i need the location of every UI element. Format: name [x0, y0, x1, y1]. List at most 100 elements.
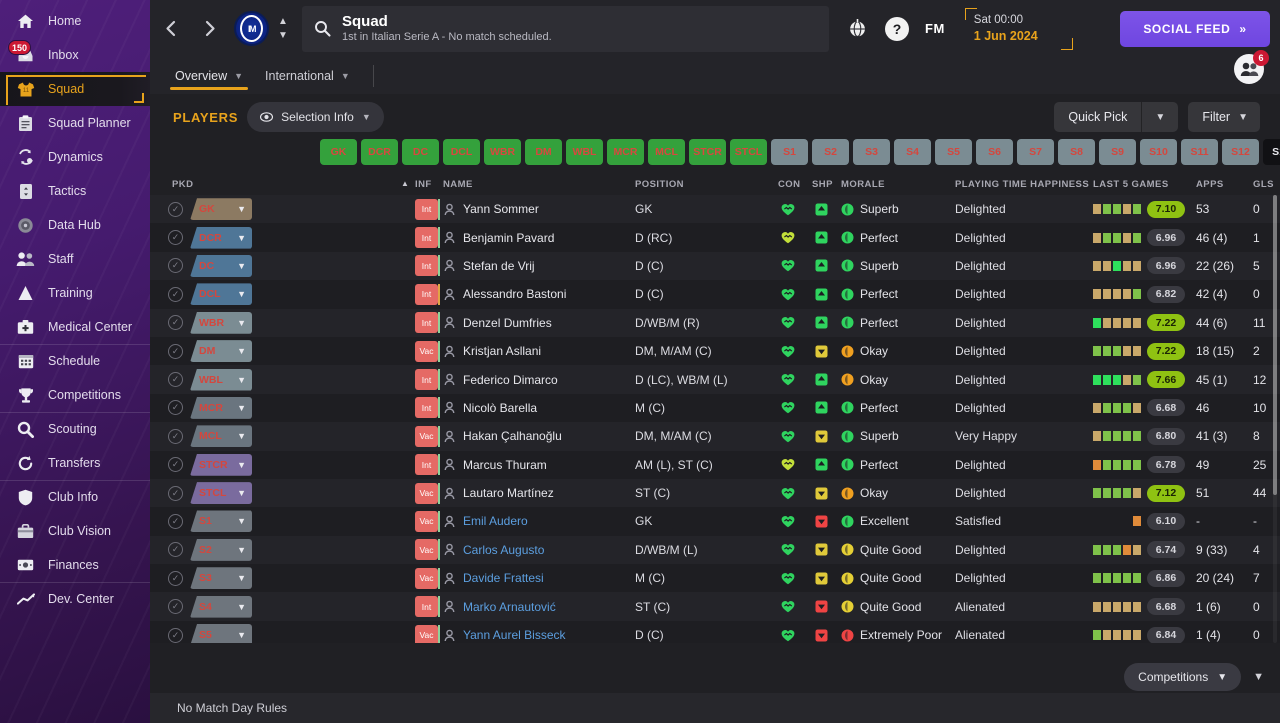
table-row[interactable]: ✓ WBR ▼ Int Denzel Dumfries D/WB/M (R) Perfect…	[150, 308, 1280, 337]
help-icon[interactable]: ?	[885, 16, 909, 41]
expand-chevron-icon[interactable]: ▼	[1253, 671, 1264, 683]
fm-logo-button[interactable]: FM	[925, 21, 945, 36]
position-chip-stcr[interactable]: STCR	[689, 139, 726, 165]
sidebar-item-transfers[interactable]: Transfers	[0, 446, 150, 480]
table-row[interactable]: ✓ S4 ▼ Int Marko Arnautović ST (C) Quite Good A…	[150, 592, 1280, 621]
column-header-con[interactable]: CON	[778, 179, 801, 190]
column-header-gls[interactable]: GLS	[1253, 179, 1274, 190]
selection-info-dropdown[interactable]: Selection Info ▼	[247, 102, 384, 132]
player-name-cell[interactable]: Marcus Thuram	[443, 451, 547, 479]
row-select-checkbox[interactable]: ✓	[168, 536, 183, 564]
table-row[interactable]: ✓ S3 ▼ Vac Davide Frattesi M (C) Quite Good Del…	[150, 564, 1280, 593]
tab-international[interactable]: International ▼	[254, 57, 361, 94]
column-header-last5[interactable]: LAST 5 GAMES	[1093, 179, 1169, 190]
position-badge-dropdown[interactable]: WBL ▼	[190, 365, 252, 393]
position-chip-gk[interactable]: GK	[320, 139, 357, 165]
row-select-checkbox[interactable]: ✓	[168, 479, 183, 507]
position-badge-dropdown[interactable]: DC ▼	[190, 252, 252, 280]
player-name-cell[interactable]: Emil Audero	[443, 507, 528, 535]
position-badge[interactable]: S1 ▼	[190, 510, 252, 533]
row-select-checkbox[interactable]: ✓	[168, 195, 183, 223]
back-button[interactable]	[150, 0, 190, 57]
position-badge-dropdown[interactable]: STCR ▼	[190, 451, 252, 479]
column-header-name[interactable]: NAME	[443, 179, 473, 190]
player-name-cell[interactable]: Hakan Çalhanoğlu	[443, 422, 562, 450]
contract-status-badge[interactable]: Vac	[415, 621, 440, 643]
position-badge-dropdown[interactable]: DCL ▼	[190, 280, 252, 308]
position-chip-s1[interactable]: S1	[771, 139, 808, 165]
row-select-checkbox[interactable]: ✓	[168, 394, 183, 422]
sidebar-item-squad-planner[interactable]: Squad Planner	[0, 106, 150, 140]
player-name-cell[interactable]: Yann Aurel Bisseck	[443, 621, 566, 643]
sidebar-item-inbox[interactable]: Inbox 150	[0, 38, 150, 72]
filter-button[interactable]: Filter ▼	[1188, 102, 1260, 132]
position-chip-s6[interactable]: S6	[976, 139, 1013, 165]
table-row[interactable]: ✓ MCL ▼ Vac Hakan Çalhanoğlu DM, M/AM (C) Supe…	[150, 422, 1280, 451]
position-badge[interactable]: S3 ▼	[190, 567, 252, 590]
player-name-cell[interactable]: Davide Frattesi	[443, 564, 544, 592]
sidebar-item-competitions[interactable]: Competitions	[0, 378, 150, 412]
row-select-checkbox[interactable]: ✓	[168, 507, 183, 535]
player-name-cell[interactable]: Lautaro Martínez	[443, 479, 554, 507]
position-chip-dcl[interactable]: DCL	[443, 139, 480, 165]
sidebar-item-club-vision[interactable]: Club Vision	[0, 514, 150, 548]
position-badge-dropdown[interactable]: S3 ▼	[190, 564, 252, 592]
position-badge[interactable]: S4 ▼	[190, 595, 252, 618]
player-name-cell[interactable]: Kristjan Asllani	[443, 337, 541, 365]
contract-status-badge[interactable]: Int	[415, 280, 440, 308]
player-name-cell[interactable]: Denzel Dumfries	[443, 309, 552, 337]
page-title-box[interactable]: Squad 1st in Italian Serie A - No match …	[302, 5, 829, 52]
position-chip-wbl[interactable]: WBL	[566, 139, 603, 165]
position-badge-dropdown[interactable]: S2 ▼	[190, 536, 252, 564]
table-row[interactable]: ✓ WBL ▼ Int Federico Dimarco D (LC), WB/M (L)…	[150, 365, 1280, 394]
club-crest-icon[interactable]: IM	[234, 11, 269, 46]
player-name-cell[interactable]: Marko Arnautović	[443, 592, 556, 620]
contract-status-badge[interactable]: Vac	[415, 479, 440, 507]
chevron-down-icon[interactable]: ▼	[1238, 111, 1248, 123]
chevron-down-icon[interactable]: ▼	[1155, 111, 1166, 123]
competitions-dropdown[interactable]: Competitions ▼	[1124, 663, 1242, 691]
sidebar-item-data-hub[interactable]: Data Hub	[0, 208, 150, 242]
position-chip-s11[interactable]: S11	[1181, 139, 1218, 165]
position-chip-s12[interactable]: S12	[1222, 139, 1259, 165]
position-chip-stcl[interactable]: STCL	[730, 139, 767, 165]
column-header-playing_time[interactable]: PLAYING TIME HAPPINESS	[955, 179, 1090, 190]
sidebar-item-home[interactable]: Home	[0, 4, 150, 38]
position-chip-mcl[interactable]: MCL	[648, 139, 685, 165]
position-badge-dropdown[interactable]: MCR ▼	[190, 394, 252, 422]
position-badge[interactable]: STCL ▼	[190, 482, 252, 505]
row-select-checkbox[interactable]: ✓	[168, 451, 183, 479]
sidebar-item-training[interactable]: Training	[0, 276, 150, 310]
position-badge-dropdown[interactable]: STCL ▼	[190, 479, 252, 507]
row-select-checkbox[interactable]: ✓	[168, 309, 183, 337]
column-header-inf[interactable]: INF	[415, 179, 432, 190]
sidebar-item-squad[interactable]: 11 Squad	[0, 72, 150, 106]
sidebar-item-medical-center[interactable]: Medical Center	[0, 310, 150, 344]
position-badge-dropdown[interactable]: DCR ▼	[190, 223, 252, 251]
quick-pick-button[interactable]: Quick Pick ▼	[1054, 102, 1179, 132]
position-chip-s4[interactable]: S4	[894, 139, 931, 165]
contract-status-badge[interactable]: Int	[415, 309, 440, 337]
contract-status-badge[interactable]: Int	[415, 252, 440, 280]
position-chip-wbr[interactable]: WBR	[484, 139, 521, 165]
column-header-morale[interactable]: MORALE	[841, 179, 885, 190]
contract-status-badge[interactable]: Vac	[415, 536, 440, 564]
sidebar-item-tactics[interactable]: Tactics	[0, 174, 150, 208]
player-name-cell[interactable]: Carlos Augusto	[443, 536, 544, 564]
row-select-checkbox[interactable]: ✓	[168, 365, 183, 393]
column-header-apps[interactable]: APPS	[1196, 179, 1224, 190]
position-chip-dcr[interactable]: DCR	[361, 139, 398, 165]
table-row[interactable]: ✓ STCR ▼ Int Marcus Thuram AM (L), ST (C) Perf…	[150, 450, 1280, 479]
sidebar-item-club-info[interactable]: Club Info	[0, 480, 150, 514]
column-header-position[interactable]: POSITION	[635, 179, 684, 190]
column-header-sort[interactable]: ▲	[401, 179, 410, 188]
position-badge[interactable]: DCL ▼	[190, 283, 252, 306]
position-badge-dropdown[interactable]: S4 ▼	[190, 592, 252, 620]
position-badge-dropdown[interactable]: MCL ▼	[190, 422, 252, 450]
position-badge[interactable]: S2 ▼	[190, 538, 252, 561]
contract-status-badge[interactable]: Int	[415, 195, 440, 223]
player-name-cell[interactable]: Nicolò Barella	[443, 394, 537, 422]
contract-status-badge[interactable]: Vac	[415, 507, 440, 535]
position-badge-dropdown[interactable]: S1 ▼	[190, 507, 252, 535]
position-chip-s3[interactable]: S3	[853, 139, 890, 165]
